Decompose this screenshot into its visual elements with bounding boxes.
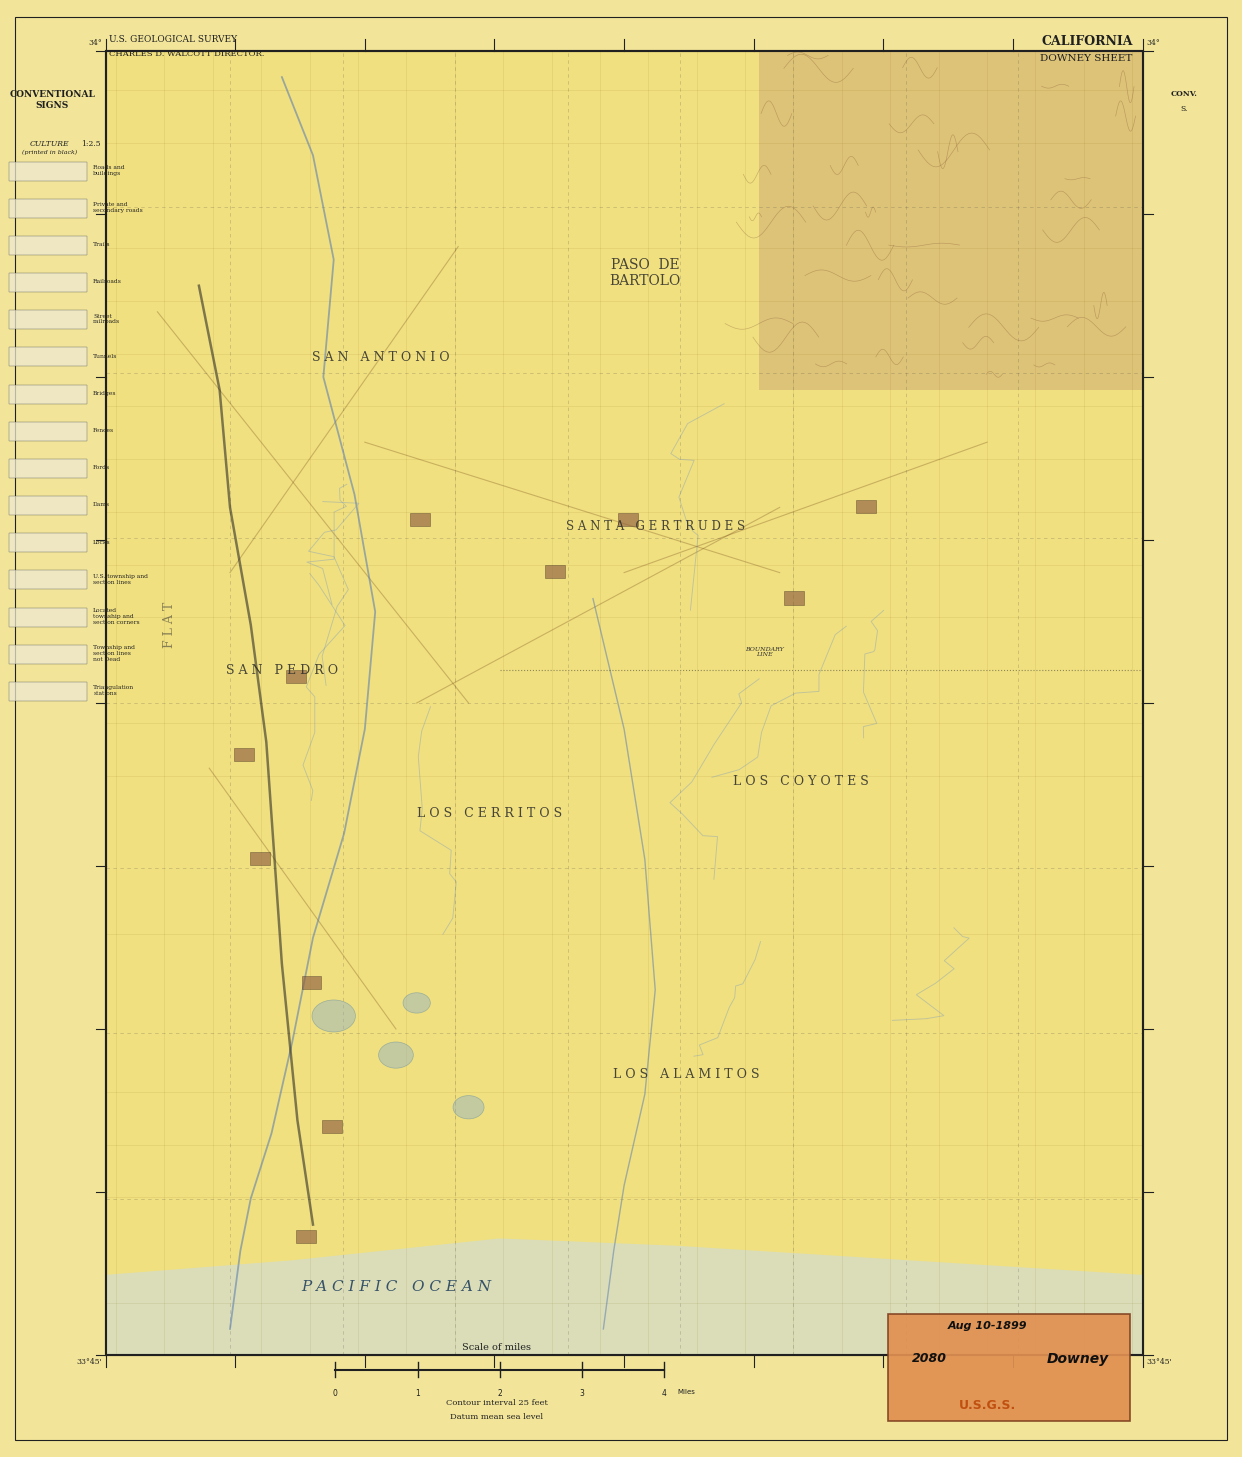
Text: Downey: Downey (1047, 1352, 1109, 1367)
Bar (857, 500, 877, 513)
Text: U.S. GEOLOGICAL SURVEY: U.S. GEOLOGICAL SURVEY (109, 35, 237, 44)
Text: Tunnels: Tunnels (93, 354, 118, 358)
Text: DOWNEY SHEET: DOWNEY SHEET (1041, 54, 1133, 63)
Text: P A C I F I C   O C E A N: P A C I F I C O C E A N (301, 1281, 491, 1294)
Text: 4: 4 (662, 1389, 667, 1397)
Bar (9, 495, 87, 514)
Bar (9, 310, 87, 329)
Text: Locks: Locks (93, 539, 111, 545)
Text: 3: 3 (580, 1389, 585, 1397)
Ellipse shape (379, 1042, 414, 1068)
Text: Datum mean sea level: Datum mean sea level (451, 1413, 543, 1421)
Text: S A N T A   G E R T R U D E S: S A N T A G E R T R U D E S (565, 520, 745, 533)
Text: U.S. township and
section lines: U.S. township and section lines (93, 574, 148, 584)
Text: S.: S. (1180, 105, 1187, 112)
Bar (106, 51, 1143, 1355)
Bar (759, 51, 1143, 390)
Text: Located
township and
section corners: Located township and section corners (93, 608, 140, 625)
Text: 34°: 34° (88, 39, 102, 47)
Text: U.S.G.S.: U.S.G.S. (959, 1399, 1016, 1412)
Bar (545, 565, 565, 578)
Text: 2: 2 (498, 1389, 502, 1397)
Text: PASO  DE
BARTOLO: PASO DE BARTOLO (610, 258, 681, 288)
Text: 33°45': 33°45' (1146, 1358, 1172, 1365)
Text: Trails: Trails (93, 242, 111, 248)
Text: Street
railroads: Street railroads (93, 313, 120, 325)
Text: 1: 1 (415, 1389, 420, 1397)
Text: Fords: Fords (93, 465, 111, 471)
Text: L O S   C E R R I T O S: L O S C E R R I T O S (417, 807, 561, 820)
Text: Aug 10-1899: Aug 10-1899 (948, 1321, 1027, 1332)
Text: 33°45': 33°45' (76, 1358, 102, 1365)
Text: BOUNDARY
LINE: BOUNDARY LINE (745, 647, 784, 657)
Text: Bridges: Bridges (93, 390, 117, 396)
Ellipse shape (312, 1000, 355, 1032)
Bar (9, 162, 87, 181)
Text: Private and
secondary roads: Private and secondary roads (93, 203, 143, 213)
Bar (9, 644, 87, 664)
Bar (9, 682, 87, 701)
Bar (9, 533, 87, 552)
Text: L O S   C O Y O T E S: L O S C O Y O T E S (733, 775, 868, 788)
Text: S A N   A N T O N I O: S A N A N T O N I O (312, 351, 450, 364)
Bar (9, 423, 87, 440)
Text: CULTURE: CULTURE (30, 140, 70, 147)
Bar (9, 274, 87, 291)
Text: Triangulation
stations: Triangulation stations (93, 685, 134, 696)
Text: 0: 0 (333, 1389, 338, 1397)
Bar (784, 592, 804, 605)
Bar (410, 513, 431, 526)
Bar (888, 1314, 1130, 1421)
Text: Fences: Fences (93, 428, 114, 433)
Bar (619, 513, 638, 526)
Text: Contour interval 25 feet: Contour interval 25 feet (446, 1399, 548, 1406)
Text: Scale of miles: Scale of miles (462, 1343, 532, 1352)
Bar (106, 51, 1143, 1355)
Bar (9, 348, 87, 367)
Text: Roads and
buildings: Roads and buildings (93, 165, 124, 176)
Text: Miles: Miles (677, 1389, 694, 1394)
Bar (9, 608, 87, 627)
Bar (250, 852, 270, 865)
Bar (9, 385, 87, 404)
Text: 34°: 34° (1146, 39, 1160, 47)
Bar (9, 200, 87, 219)
Bar (9, 459, 87, 478)
Ellipse shape (404, 992, 431, 1013)
Bar (297, 1230, 317, 1243)
Text: F L A T: F L A T (164, 602, 176, 648)
Text: CHARLES D. WALCOTT DIRECTOR.: CHARLES D. WALCOTT DIRECTOR. (109, 50, 265, 57)
Bar (9, 570, 87, 589)
Polygon shape (106, 1238, 1143, 1355)
Text: CALIFORNIA: CALIFORNIA (1041, 35, 1133, 48)
Text: S A N   P E D R O: S A N P E D R O (226, 664, 338, 678)
Bar (302, 976, 322, 989)
Text: Township and
section lines
not Dead: Township and section lines not Dead (93, 645, 135, 661)
Bar (9, 236, 87, 255)
Text: 1:2.5: 1:2.5 (81, 140, 101, 147)
Text: Dams: Dams (93, 503, 111, 507)
Bar (235, 747, 255, 761)
Bar (323, 1119, 343, 1132)
Text: L O S   A L A M I T O S: L O S A L A M I T O S (614, 1068, 760, 1081)
Text: CONV.: CONV. (1170, 90, 1197, 98)
Text: 2080: 2080 (912, 1352, 946, 1365)
Text: Railroads: Railroads (93, 280, 122, 284)
Ellipse shape (453, 1096, 484, 1119)
Bar (286, 670, 306, 683)
Text: CONVENTIONAL
SIGNS: CONVENTIONAL SIGNS (9, 90, 96, 109)
Text: (printed in black): (printed in black) (22, 150, 77, 156)
